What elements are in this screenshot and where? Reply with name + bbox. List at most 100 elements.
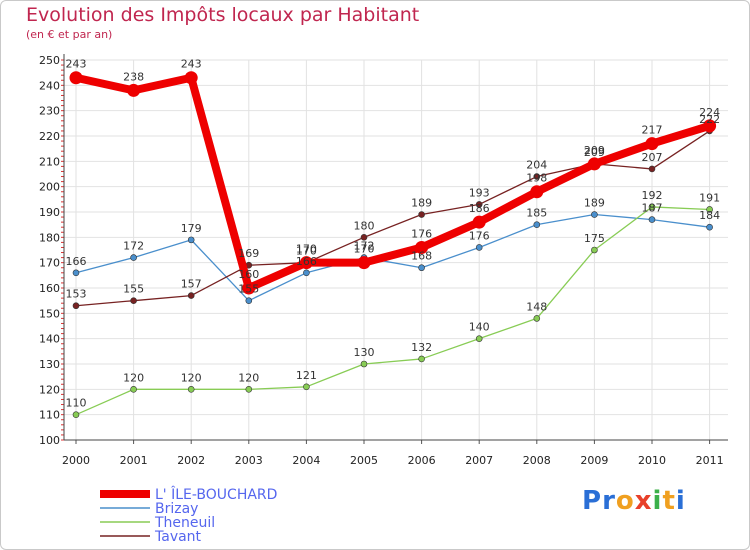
- data-label: 172: [354, 240, 375, 253]
- plot-area: [64, 60, 728, 440]
- data-label: 176: [411, 227, 432, 240]
- y-tick-label: 180: [39, 231, 60, 244]
- x-tick-label: 2005: [350, 454, 378, 467]
- data-label: 175: [584, 232, 605, 245]
- y-tick-label: 130: [39, 358, 60, 371]
- data-point: [187, 236, 195, 244]
- data-point: [299, 256, 313, 270]
- y-tick-label: 110: [39, 409, 60, 422]
- data-point: [591, 211, 598, 218]
- logo-letter: o: [615, 486, 635, 516]
- data-label: 243: [181, 58, 202, 71]
- data-label: 148: [526, 300, 547, 313]
- data-label: 204: [526, 159, 547, 172]
- data-label: 110: [66, 397, 87, 410]
- data-label: 170: [296, 243, 317, 256]
- data-point: [184, 71, 198, 85]
- data-label: 193: [469, 186, 490, 199]
- data-label: 207: [642, 151, 663, 164]
- x-axis-ticks: 2000 2001 2002 2003 2004 2005 2006 2007 2008 2009…: [62, 454, 724, 467]
- data-point: [245, 386, 253, 393]
- x-tick-label: 2004: [292, 454, 320, 467]
- data-label: 189: [411, 197, 432, 210]
- data-point: [648, 216, 656, 223]
- data-label: 157: [181, 278, 202, 291]
- data-label: 166: [66, 255, 87, 268]
- legend-label: Tavant: [154, 529, 202, 545]
- data-label: 170: [296, 245, 317, 258]
- data-point: [706, 223, 713, 231]
- proxiti-logo: Proxiti: [582, 486, 686, 516]
- logo-letter: i: [652, 486, 663, 516]
- x-tick-label: 2003: [235, 454, 263, 467]
- logo-letter: x: [634, 486, 653, 516]
- data-label: 160: [238, 268, 259, 281]
- data-point: [245, 297, 253, 304]
- legend-label: L' ÎLE-BOUCHARD: [155, 485, 277, 503]
- legend-label: Theneuil: [154, 515, 215, 531]
- data-point: [415, 240, 429, 254]
- data-point: [72, 302, 80, 310]
- y-tick-label: 160: [39, 282, 60, 295]
- x-tick-label: 2008: [523, 454, 551, 467]
- data-point: [418, 355, 425, 363]
- data-label: 155: [123, 283, 144, 296]
- data-point: [703, 119, 717, 133]
- data-point: [533, 315, 541, 322]
- data-label: 172: [123, 240, 144, 253]
- x-tick-label: 2009: [580, 454, 608, 467]
- data-label: 168: [411, 250, 432, 263]
- data-point: [472, 215, 486, 229]
- data-point: [130, 254, 137, 261]
- data-label: 184: [699, 209, 720, 222]
- data-labels: 243 238 243 160 170 170 176 186 198 209 217 224 166 1…: [66, 58, 721, 410]
- data-point: [648, 165, 656, 173]
- y-tick-label: 200: [39, 181, 60, 194]
- y-tick-label: 150: [39, 307, 60, 320]
- y-tick-label: 230: [39, 105, 60, 118]
- x-tick-label: 2011: [696, 454, 724, 467]
- data-label: 224: [699, 106, 720, 119]
- data-point: [706, 206, 713, 213]
- y-tick-label: 170: [39, 257, 60, 270]
- y-axis-ticks: 100 110 120 130 140 150 160 170 180 190 200 210 220 2…: [39, 54, 60, 447]
- series-group: [69, 71, 717, 418]
- x-tick-label: 2001: [120, 454, 148, 467]
- axes: [61, 54, 728, 444]
- series-line-l-le-bouchard: [72, 73, 714, 292]
- y-tick-label: 220: [39, 130, 60, 143]
- logo-letter: i: [675, 486, 686, 516]
- data-point: [418, 211, 425, 218]
- data-label: 191: [699, 191, 720, 204]
- data-point: [72, 269, 80, 277]
- logo-letter: t: [662, 486, 676, 516]
- data-point: [360, 360, 368, 368]
- y-tick-label: 140: [39, 333, 60, 346]
- y-tick-label: 240: [39, 79, 60, 92]
- data-label: 179: [181, 222, 202, 235]
- data-label: 176: [469, 229, 490, 242]
- data-point: [360, 234, 368, 241]
- chart-subtitle: (en € et par an): [26, 28, 113, 41]
- data-label: 186: [469, 202, 490, 215]
- data-label: 140: [469, 321, 490, 334]
- logo-letter: r: [602, 486, 616, 516]
- data-label: 209: [584, 144, 605, 157]
- data-label: 132: [411, 341, 432, 354]
- y-tick-label: 250: [39, 54, 60, 67]
- data-label: 169: [238, 247, 259, 260]
- data-point: [533, 173, 541, 180]
- data-point: [587, 157, 601, 171]
- data-point: [591, 246, 598, 254]
- data-label: 180: [354, 219, 375, 232]
- data-label: 120: [123, 371, 144, 384]
- data-label: 189: [584, 197, 605, 210]
- x-tick-label: 2000: [62, 454, 90, 467]
- data-label: 187: [642, 202, 663, 215]
- data-point: [72, 411, 80, 418]
- y-tick-label: 190: [39, 206, 60, 219]
- data-point: [645, 137, 659, 151]
- data-point: [530, 185, 544, 199]
